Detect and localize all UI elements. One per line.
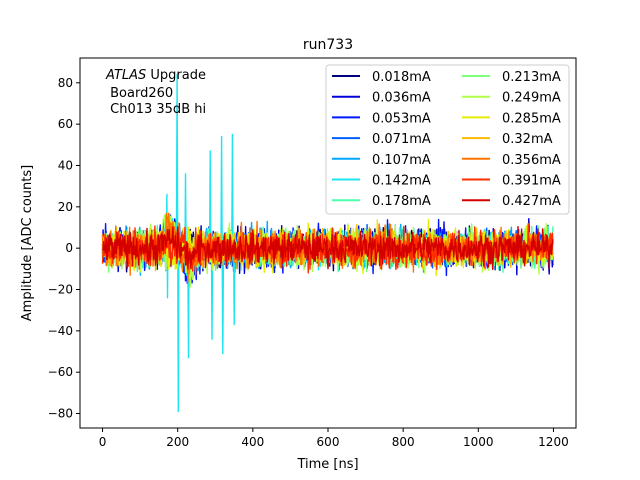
legend-label: 0.391mA [502, 174, 561, 189]
y-tick-label: −40 [48, 324, 73, 338]
legend: 0.018mA 0.036mA 0.053mA 0.071mA 0.107mA 0.142… [325, 64, 570, 215]
chart-title: run733 [303, 37, 353, 53]
x-tick-label: 1200 [538, 435, 569, 449]
series-layer [101, 73, 554, 413]
legend-label: 0.356mA [502, 153, 561, 168]
legend-frame [325, 64, 570, 215]
x-tick-label: 600 [317, 435, 340, 449]
x-axis-label: Time [ns] [296, 457, 358, 472]
y-tick-label: −80 [48, 407, 73, 421]
y-tick-label: 20 [58, 200, 73, 214]
y-tick-label: −60 [48, 365, 73, 379]
legend-label: 0.071mA [372, 132, 431, 147]
y-tick-label: 60 [58, 117, 73, 131]
legend-label: 0.142mA [372, 174, 431, 189]
x-tick-label: 200 [166, 435, 189, 449]
legend-label: 0.249mA [502, 91, 561, 106]
legend-label: 0.32mA [502, 132, 553, 147]
legend-label: 0.107mA [372, 153, 431, 168]
annotation-upgrade: Upgrade [146, 68, 206, 83]
legend-label: 0.036mA [372, 91, 431, 106]
legend-label: 0.053mA [372, 111, 431, 126]
annotation-board: Board260 [106, 86, 173, 101]
x-axis: 0 200 400 600 800 1000 1200 [99, 428, 569, 449]
y-axis-label: Amplitude [ADC counts] [20, 165, 35, 321]
y-tick-label: 40 [58, 158, 73, 172]
y-tick-label: 80 [58, 76, 73, 90]
x-tick-label: 800 [392, 435, 415, 449]
legend-label: 0.213mA [502, 70, 561, 85]
x-tick-label: 1000 [463, 435, 494, 449]
annotation-channel: Ch013 35dB hi [106, 102, 206, 117]
atlas-annotation: ATLAS Upgrade Board260 Ch013 35dB hi [105, 68, 206, 117]
y-axis: −80 −60 −40 −20 0 20 40 60 80 [48, 76, 80, 421]
x-tick-label: 0 [99, 435, 107, 449]
legend-label: 0.427mA [502, 194, 561, 209]
legend-label: 0.018mA [372, 70, 431, 85]
y-tick-label: −20 [48, 283, 73, 297]
svg-text:ATLAS Upgrade: ATLAS Upgrade [105, 68, 206, 83]
legend-label: 0.178mA [372, 194, 431, 209]
annotation-atlas: ATLAS [105, 68, 146, 83]
y-tick-label: 0 [65, 241, 73, 255]
x-tick-label: 400 [241, 435, 264, 449]
legend-label: 0.285mA [502, 111, 561, 126]
series-line [101, 226, 554, 270]
